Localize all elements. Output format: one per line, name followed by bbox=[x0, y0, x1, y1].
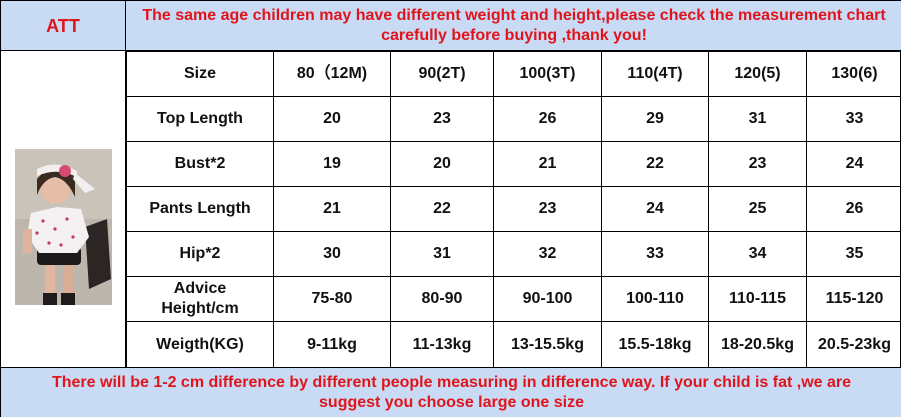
row-label: Pants Length bbox=[126, 186, 274, 232]
table-cell: 33 bbox=[806, 96, 901, 142]
table-cell: 100-110 bbox=[601, 276, 709, 322]
table-cell: 75-80 bbox=[273, 276, 391, 322]
table-cell: 90-100 bbox=[493, 276, 602, 322]
table-cell: 26 bbox=[493, 96, 602, 142]
table-cell: 22 bbox=[601, 141, 709, 187]
child-model-photo-icon bbox=[15, 149, 112, 305]
footer-note: There will be 1-2 cm difference by diffe… bbox=[1, 367, 901, 417]
table-cell: 23 bbox=[493, 186, 602, 232]
table-cell: 18-20.5kg bbox=[708, 321, 807, 368]
photo-column bbox=[1, 51, 126, 367]
column-header: 130(6) bbox=[806, 51, 901, 97]
table-cell: 20 bbox=[390, 141, 494, 187]
table-row: Weigth(KG) 9-11kg 11-13kg 13-15.5kg 15.5… bbox=[126, 321, 901, 368]
table-cell: 34 bbox=[708, 231, 807, 277]
table-cell: 31 bbox=[708, 96, 807, 142]
table-cell: 20 bbox=[273, 96, 391, 142]
measurement-table: Size 80（12M) 90(2T) 100(3T) 110(4T) 120(… bbox=[126, 51, 901, 368]
row-label: Bust*2 bbox=[126, 141, 274, 187]
table-cell: 30 bbox=[273, 231, 391, 277]
table-cell: 115-120 bbox=[806, 276, 901, 322]
table-cell: 9-11kg bbox=[273, 321, 391, 368]
row-label: Advice Height/cm bbox=[126, 276, 274, 322]
column-header: 90(2T) bbox=[390, 51, 494, 97]
table-cell: 80-90 bbox=[390, 276, 494, 322]
column-header: 120(5) bbox=[708, 51, 807, 97]
table-cell: 21 bbox=[273, 186, 391, 232]
table-cell: 32 bbox=[493, 231, 602, 277]
table-cell: 26 bbox=[806, 186, 901, 232]
table-cell: 35 bbox=[806, 231, 901, 277]
row-label-line: Height/cm bbox=[161, 300, 239, 317]
column-header: 110(4T) bbox=[601, 51, 709, 97]
table-cell: 110-115 bbox=[708, 276, 807, 322]
table-header-row: Size 80（12M) 90(2T) 100(3T) 110(4T) 120(… bbox=[126, 51, 901, 97]
table-cell: 23 bbox=[708, 141, 807, 187]
column-header: 80（12M) bbox=[273, 51, 391, 97]
table-cell: 33 bbox=[601, 231, 709, 277]
table-cell: 31 bbox=[390, 231, 494, 277]
table-cell: 25 bbox=[708, 186, 807, 232]
table-cell: 21 bbox=[493, 141, 602, 187]
row-label: Weigth(KG) bbox=[126, 321, 274, 368]
column-header: 100(3T) bbox=[493, 51, 602, 97]
table-cell: 13-15.5kg bbox=[493, 321, 602, 368]
row-label: Top Length bbox=[126, 96, 274, 142]
header-banner: ATT The same age children may have diffe… bbox=[1, 1, 901, 51]
sizing-notice: The same age children may have different… bbox=[142, 7, 886, 44]
table-row: Top Length 20 23 26 29 31 33 bbox=[126, 96, 901, 142]
table-row: Hip*2 30 31 32 33 34 35 bbox=[126, 231, 901, 277]
row-label-line: Advice bbox=[173, 280, 227, 297]
table-cell: 11-13kg bbox=[390, 321, 494, 368]
table-cell: 24 bbox=[601, 186, 709, 232]
table-row: Advice Height/cm 75-80 80-90 90-100 100-… bbox=[126, 276, 901, 322]
row-label: Hip*2 bbox=[126, 231, 274, 277]
table-cell: 24 bbox=[806, 141, 901, 187]
column-header: Size bbox=[126, 51, 274, 97]
table-row: Bust*2 19 20 21 22 23 24 bbox=[126, 141, 901, 187]
table-row: Pants Length 21 22 23 24 25 26 bbox=[126, 186, 901, 232]
brand-label: ATT bbox=[1, 1, 126, 51]
table-cell: 23 bbox=[390, 96, 494, 142]
table-cell: 20.5-23kg bbox=[806, 321, 901, 368]
table-cell: 15.5-18kg bbox=[601, 321, 709, 368]
table-cell: 19 bbox=[273, 141, 391, 187]
table-cell: 29 bbox=[601, 96, 709, 142]
table-cell: 22 bbox=[390, 186, 494, 232]
